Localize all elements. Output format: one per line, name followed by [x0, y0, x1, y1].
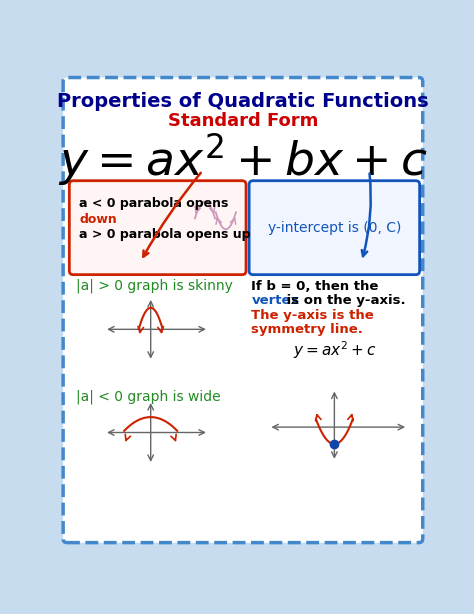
- Text: is on the y-axis.: is on the y-axis.: [283, 293, 406, 306]
- FancyBboxPatch shape: [69, 181, 246, 274]
- Text: The y-axis is the: The y-axis is the: [251, 309, 374, 322]
- Text: |a| > 0 graph is skinny: |a| > 0 graph is skinny: [76, 279, 233, 293]
- Text: Standard Form: Standard Form: [168, 112, 318, 130]
- Text: symmetry line.: symmetry line.: [251, 323, 364, 336]
- Text: a < 0 parabola opens: a < 0 parabola opens: [80, 197, 229, 211]
- FancyBboxPatch shape: [63, 77, 423, 543]
- FancyBboxPatch shape: [249, 181, 419, 274]
- Text: a > 0 parabola opens up: a > 0 parabola opens up: [80, 228, 251, 241]
- Text: If b = 0, then the: If b = 0, then the: [251, 280, 379, 293]
- Text: down: down: [80, 212, 117, 226]
- Text: |a| < 0 graph is wide: |a| < 0 graph is wide: [76, 389, 221, 403]
- Text: $y = ax^2 + c$: $y = ax^2 + c$: [293, 340, 376, 361]
- Text: $y = ax^2 + bx + c$: $y = ax^2 + bx + c$: [58, 131, 428, 188]
- Text: y-intercept is (0, C): y-intercept is (0, C): [268, 220, 401, 235]
- Text: vertex: vertex: [251, 293, 300, 306]
- Text: Properties of Quadratic Functions: Properties of Quadratic Functions: [57, 92, 429, 111]
